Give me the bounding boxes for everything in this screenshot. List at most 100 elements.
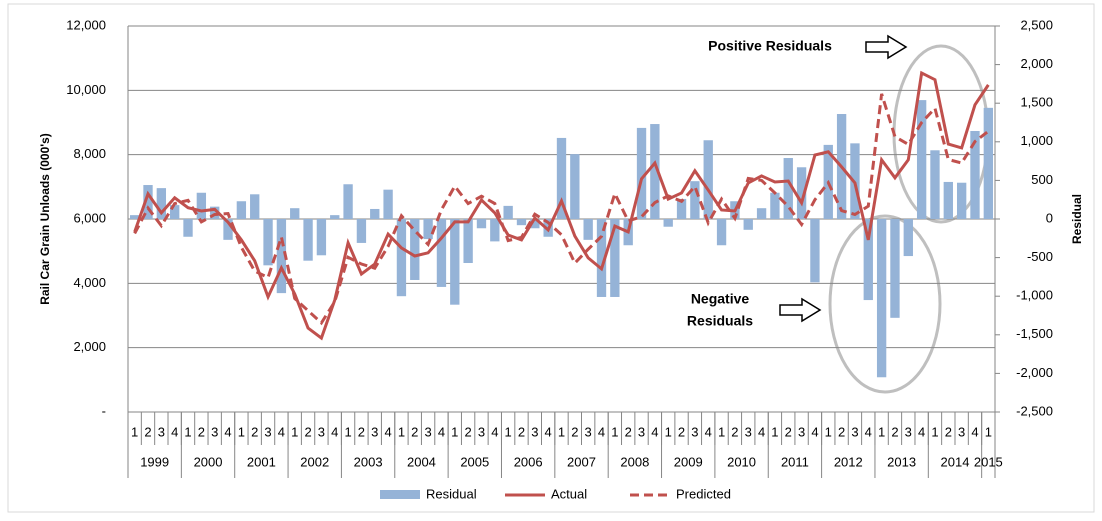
x-tick-label: 2 xyxy=(625,424,632,439)
bar xyxy=(276,219,287,294)
y2-tick-label: 500 xyxy=(1031,172,1053,187)
bar xyxy=(676,198,687,219)
x-tick-label: 2 xyxy=(518,424,525,439)
bar xyxy=(423,219,433,240)
x-tick-label: 3 xyxy=(211,424,218,439)
bar xyxy=(890,219,900,318)
year-label: 2010 xyxy=(727,454,756,469)
x-tick-label: 3 xyxy=(531,424,538,439)
bar xyxy=(770,192,780,219)
x-tick-label: 1 xyxy=(344,424,351,439)
x-tick-label: 4 xyxy=(171,424,178,439)
y2-tick-label: -1,500 xyxy=(1016,326,1053,341)
bar xyxy=(556,137,567,219)
x-tick-label: 2 xyxy=(678,424,685,439)
x-tick-label: 4 xyxy=(651,424,658,439)
x-tick-label: 3 xyxy=(585,424,592,439)
x-tick-label: 2 xyxy=(411,424,418,439)
bar xyxy=(410,219,420,280)
x-tick-label: 1 xyxy=(291,424,298,439)
y2-tick-label: -2,500 xyxy=(1016,403,1053,418)
x-tick-label: 1 xyxy=(771,424,778,439)
bar xyxy=(383,189,393,219)
x-tick-label: 3 xyxy=(478,424,485,439)
chart-border xyxy=(7,3,1095,513)
x-tick-label: 4 xyxy=(758,424,765,439)
x-tick-label: 2 xyxy=(358,424,365,439)
bar xyxy=(503,205,513,219)
bar xyxy=(436,219,447,287)
arrow xyxy=(779,297,822,323)
annotation: Positive Residuals xyxy=(708,38,832,54)
x-tick-label: 2 xyxy=(785,424,792,439)
x-tick-label: 1 xyxy=(611,424,618,439)
year-label: 2000 xyxy=(194,454,223,469)
y-tick-label: 10,000 xyxy=(66,82,106,97)
x-tick-label: 3 xyxy=(905,424,912,439)
bar xyxy=(143,185,153,219)
bar xyxy=(183,219,193,237)
x-tick-label: 4 xyxy=(491,424,498,439)
bar xyxy=(636,127,647,219)
bar xyxy=(370,208,380,219)
x-tick-label: 4 xyxy=(971,424,978,439)
annotation: Residuals xyxy=(687,313,753,329)
x-tick-label: 1 xyxy=(398,424,405,439)
year-label: 1999 xyxy=(140,454,169,469)
y2-tick-label: 2,000 xyxy=(1020,56,1053,71)
bar xyxy=(290,208,300,219)
bar xyxy=(810,219,820,283)
bar xyxy=(743,219,753,230)
x-tick-label: 1 xyxy=(825,424,832,439)
bar xyxy=(583,219,593,240)
x-tick-label: 2 xyxy=(571,424,578,439)
x-tick-label: 4 xyxy=(705,424,712,439)
year-label: 2007 xyxy=(567,454,596,469)
line xyxy=(133,70,990,341)
bar xyxy=(863,219,873,301)
y2-tick-label: -2,000 xyxy=(1016,365,1053,380)
x-tick-label: 2 xyxy=(731,424,738,439)
year-label: 2003 xyxy=(354,454,383,469)
bar xyxy=(516,219,527,226)
bar xyxy=(570,154,580,219)
legend-label: Predicted xyxy=(676,486,731,501)
x-tick-label: 1 xyxy=(985,424,992,439)
bar xyxy=(196,192,207,219)
bar xyxy=(210,206,220,219)
bar xyxy=(263,219,273,266)
x-tick-label: 2 xyxy=(465,424,472,439)
x-tick-label: 1 xyxy=(238,424,245,439)
bar xyxy=(690,181,700,219)
x-tick-label: 1 xyxy=(131,424,138,439)
x-tick-label: 3 xyxy=(264,424,271,439)
bar xyxy=(356,219,367,243)
year-label: 2001 xyxy=(247,454,276,469)
x-tick-label: 4 xyxy=(918,424,925,439)
x-tick-label: 1 xyxy=(931,424,938,439)
x-tick-label: 4 xyxy=(598,424,605,439)
bar xyxy=(450,219,460,305)
bar xyxy=(476,219,487,229)
x-tick-label: 4 xyxy=(331,424,338,439)
bar xyxy=(530,219,540,229)
x-tick-label: 2 xyxy=(891,424,898,439)
year-label: 2006 xyxy=(514,454,543,469)
bar xyxy=(156,188,167,219)
bar xyxy=(463,219,473,264)
bar xyxy=(983,107,993,219)
bar xyxy=(970,130,980,219)
x-tick-label: 1 xyxy=(184,424,191,439)
bar xyxy=(876,219,887,378)
x-tick-label: 1 xyxy=(558,424,565,439)
annotation: Negative xyxy=(691,291,750,307)
x-tick-label: 2 xyxy=(945,424,952,439)
x-tick-label: 3 xyxy=(851,424,858,439)
bar xyxy=(903,219,913,257)
x-tick-label: 2 xyxy=(251,424,258,439)
x-tick-label: 1 xyxy=(878,424,885,439)
x-tick-label: 4 xyxy=(224,424,231,439)
year-label: 2014 xyxy=(941,454,970,469)
x-tick-label: 1 xyxy=(718,424,725,439)
